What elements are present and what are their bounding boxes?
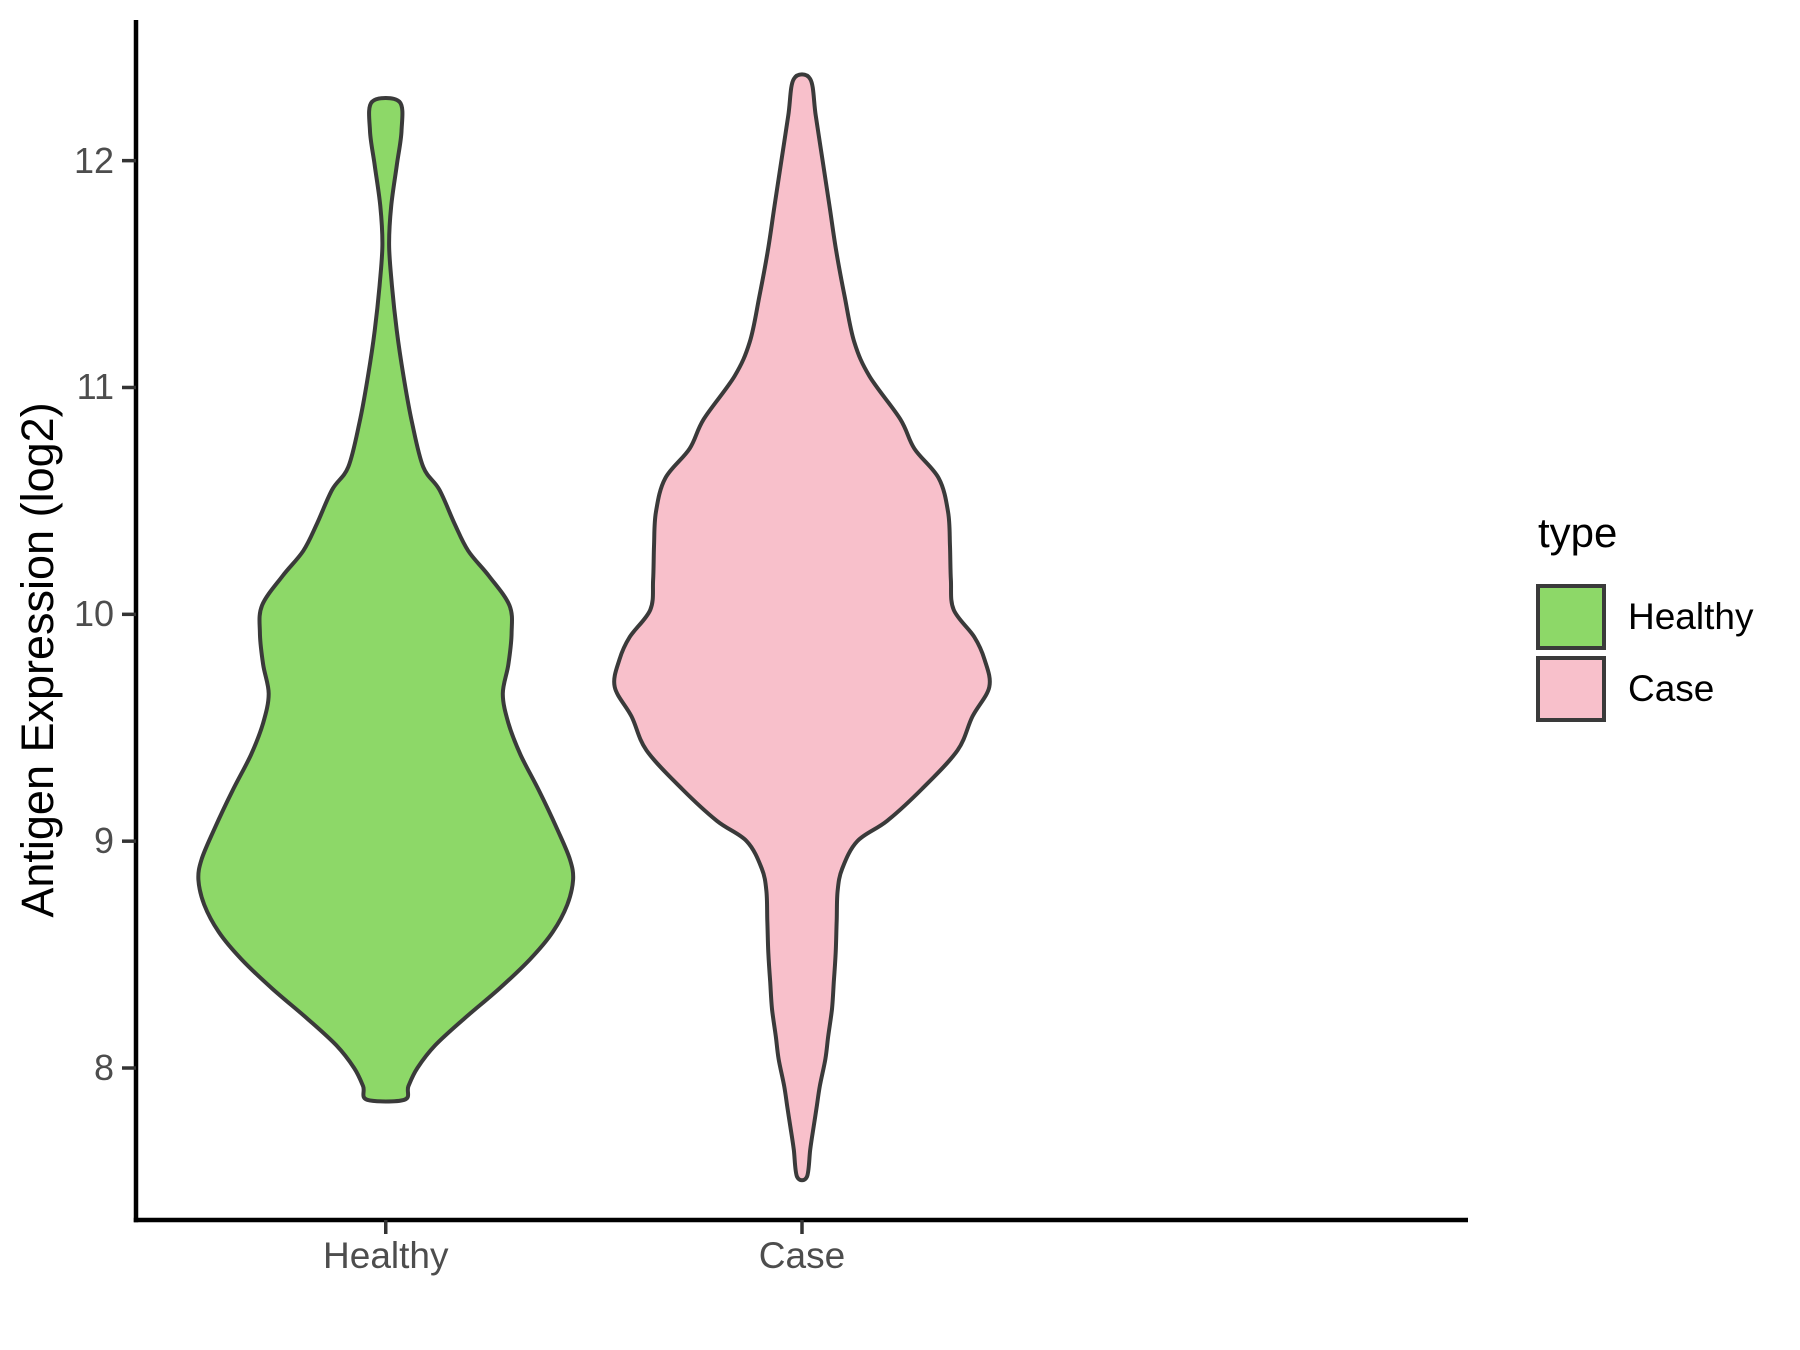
violin-case [612,72,992,1183]
y-tick-label: 9 [93,820,114,862]
legend-item-label: Healthy [1628,596,1754,637]
legend-item: Healthy [1536,584,1753,650]
legend-swatch [1536,656,1606,722]
legend-items: Healthy Case [1536,584,1753,722]
y-tick-label: 8 [93,1047,114,1088]
legend-item: Case [1536,656,1753,722]
x-category-label: Healthy [323,1235,449,1276]
legend-swatch [1536,584,1606,650]
y-tick-label: 10 [73,593,114,635]
legend-title: type [1538,509,1618,556]
x-category-label: Case [758,1235,846,1276]
y-tick-label: 11 [76,366,114,408]
legend: type Healthy Case [1536,510,1753,728]
legend-item-label: Case [1628,668,1715,709]
violin-healthy [196,95,576,1104]
y-tick-label: 12 [73,139,114,181]
